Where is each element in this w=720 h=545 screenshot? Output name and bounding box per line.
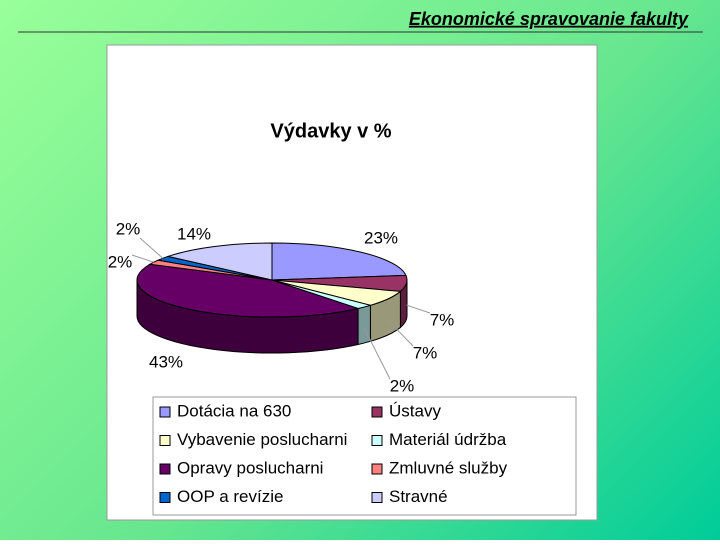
legend-swatch — [371, 463, 383, 475]
legend-swatch — [159, 406, 171, 418]
leader-line — [363, 328, 391, 380]
legend-label: Zmluvné služby — [389, 458, 508, 477]
pie-slice — [136, 263, 360, 318]
chart-title: Výdavky v % — [270, 120, 391, 142]
pie-slice — [271, 242, 407, 281]
legend-label: OOP a revízie — [177, 487, 283, 506]
legend-box — [152, 396, 577, 516]
legend-swatch — [159, 463, 171, 475]
leader-line — [139, 237, 164, 259]
data-label: 7% — [413, 343, 438, 362]
pie-slice — [166, 242, 273, 281]
legend-swatch — [371, 406, 383, 418]
legend-swatch — [371, 492, 383, 503]
data-label: 23% — [364, 228, 398, 247]
legend-swatch — [159, 492, 171, 503]
data-label: 43% — [149, 352, 183, 371]
slide-title: Ekonomické spravovanie fakulty — [409, 9, 689, 29]
pie-slice-side — [357, 304, 371, 346]
legend-label: Vybavenie poslucharni — [177, 430, 347, 449]
data-label: 7% — [430, 310, 455, 329]
data-label: 2% — [390, 376, 415, 395]
legend-label: Dotácia na 630 — [177, 401, 291, 420]
leader-line — [406, 304, 431, 314]
legend-swatch — [371, 435, 383, 446]
legend-label: Stravné — [389, 487, 448, 506]
legend-label: Opravy poslucharni — [177, 458, 323, 477]
legend-label: Materiál údržba — [389, 430, 507, 449]
data-label: 2% — [108, 252, 133, 271]
legend-label: Ústavy — [389, 401, 441, 420]
leader-line — [387, 320, 414, 347]
data-label: 14% — [177, 224, 211, 243]
leader-line — [131, 254, 154, 263]
data-label: 2% — [116, 219, 141, 238]
legend-swatch — [159, 435, 171, 446]
